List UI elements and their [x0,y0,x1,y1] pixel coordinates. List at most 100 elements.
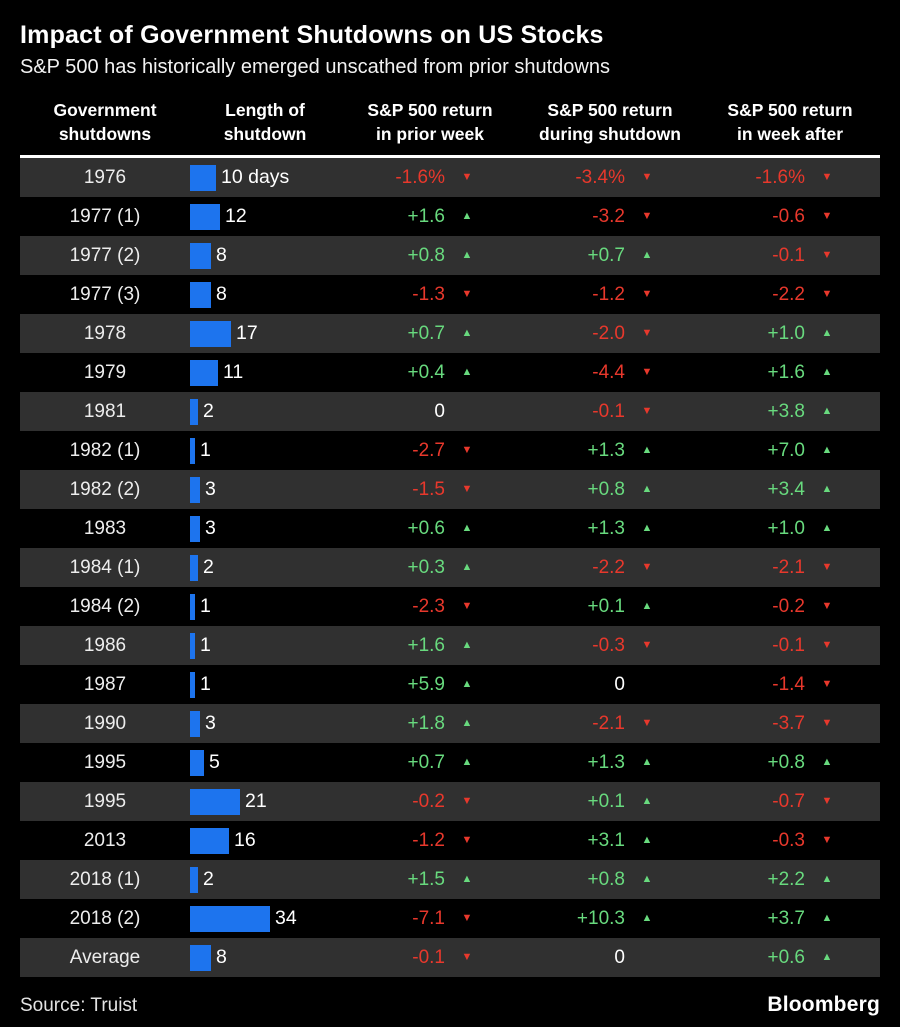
week-after-value: +2.2 ▲ [700,869,880,891]
during-shutdown-value: -0.1 ▼ [520,401,700,423]
return-value: +0.6 [407,517,445,539]
return-value: -0.1 [772,244,805,266]
return-value: -0.1 [772,634,805,656]
during-shutdown-value: -0.3 ▼ [520,635,700,657]
length-bar-label: 8 [216,946,227,968]
down-arrow-icon: ▼ [461,951,473,963]
up-arrow-icon: ▲ [461,249,473,261]
length-bar-label: 1 [200,634,211,656]
return-value: +1.3 [587,517,625,539]
length-bar [190,515,200,542]
prior-week-value: +0.8 ▲ [340,245,520,267]
column-header-return-week-after: S&P 500 return in week after [727,100,853,144]
return-value: -1.4 [772,673,805,695]
length-bar-label: 1 [200,439,211,461]
week-after-value: +0.6 ▲ [700,947,880,969]
return-value: 0 [614,673,625,695]
return-value: -3.7 [772,712,805,734]
return-value: +0.1 [587,595,625,617]
length-bar-label: 12 [225,205,247,227]
table-row: 1984 (1) 2 +0.3 ▲ -2.2 ▼ -2.1 ▼ [20,548,880,587]
during-shutdown-value: +0.8 ▲ [520,869,700,891]
return-value: -0.6 [772,205,805,227]
table-row: 1981 2 0 -0.1 ▼ +3.8 ▲ [20,392,880,431]
prior-week-value: +1.6 ▲ [340,206,520,228]
week-after-value: -0.7 ▼ [700,791,880,813]
column-header-government-shutdowns: Government shutdowns [53,100,157,144]
prior-week-value: +0.3 ▲ [340,557,520,579]
week-after-value: -0.2 ▼ [700,596,880,618]
down-arrow-icon: ▼ [821,249,833,261]
up-arrow-icon: ▲ [821,444,833,456]
return-value: -0.2 [412,790,445,812]
up-arrow-icon: ▲ [821,522,833,534]
down-arrow-icon: ▼ [641,639,653,651]
length-bar-label: 1 [200,673,211,695]
page-subtitle: S&P 500 has historically emerged unscath… [20,56,610,78]
return-value: +0.3 [407,556,445,578]
return-value: +1.6 [767,361,805,383]
prior-week-value: 0 [340,401,520,423]
length-cell: 11 [190,353,340,392]
return-value: +0.6 [767,946,805,968]
return-value: -7.1 [412,907,445,929]
up-arrow-icon: ▲ [641,912,653,924]
week-after-value: +3.4 ▲ [700,479,880,501]
return-value: -1.6% [755,166,805,188]
column-header-return-prior-week: S&P 500 return in prior week [367,100,493,144]
length-bar [190,671,195,698]
prior-week-value: +1.6 ▲ [340,635,520,657]
return-value: -0.1 [592,400,625,422]
chart-footer: Source: Truist Bloomberg [0,977,900,1017]
year-cell: 1986 [83,634,127,656]
length-bar-label: 3 [205,517,216,539]
down-arrow-icon: ▼ [461,912,473,924]
return-value: +1.3 [587,439,625,461]
return-value: +1.3 [587,751,625,773]
table-row: 1987 1 +5.9 ▲ 0 -1.4 ▼ [20,665,880,704]
length-bar [190,593,195,620]
year-cell: 2018 (2) [69,907,141,929]
column-header-return-during-shutdown: S&P 500 return during shutdown [539,100,681,144]
table-row: 1982 (1) 1 -2.7 ▼ +1.3 ▲ +7.0 ▲ [20,431,880,470]
return-value: -3.2 [592,205,625,227]
prior-week-value: -7.1 ▼ [340,908,520,930]
length-cell: 3 [190,470,340,509]
down-arrow-icon: ▼ [641,210,653,222]
up-arrow-icon: ▲ [461,522,473,534]
return-value: +3.4 [767,478,805,500]
length-bar [190,710,200,737]
year-cell: 1977 (3) [69,283,141,305]
year-cell: 1984 (2) [69,595,141,617]
length-cell: 2 [190,860,340,899]
up-arrow-icon: ▲ [641,600,653,612]
up-arrow-icon: ▲ [821,483,833,495]
down-arrow-icon: ▼ [821,795,833,807]
year-cell: 2018 (1) [69,868,141,890]
down-arrow-icon: ▼ [641,405,653,417]
return-value: +3.8 [767,400,805,422]
week-after-value: -0.6 ▼ [700,206,880,228]
chart-header: Impact of Government Shutdowns on US Sto… [0,0,900,80]
return-value: -2.1 [592,712,625,734]
prior-week-value: +1.5 ▲ [340,869,520,891]
length-bar-label: 3 [205,478,216,500]
length-bar [190,437,195,464]
up-arrow-icon: ▲ [641,795,653,807]
up-arrow-icon: ▲ [461,873,473,885]
year-cell: 1982 (1) [69,439,141,461]
length-bar [190,281,211,308]
up-arrow-icon: ▲ [821,912,833,924]
length-bar-label: 5 [209,751,220,773]
up-arrow-icon: ▲ [461,717,473,729]
length-bar [190,320,231,347]
return-value: -1.2 [592,283,625,305]
during-shutdown-value: -2.0 ▼ [520,323,700,345]
prior-week-value: -0.1 ▼ [340,947,520,969]
header-divider [20,155,880,158]
week-after-value: -1.4 ▼ [700,674,880,696]
table-row: 1976 10 days -1.6% ▼ -3.4% ▼ -1.6% ▼ [20,158,880,197]
down-arrow-icon: ▼ [461,600,473,612]
table-row: 1990 3 +1.8 ▲ -2.1 ▼ -3.7 ▼ [20,704,880,743]
